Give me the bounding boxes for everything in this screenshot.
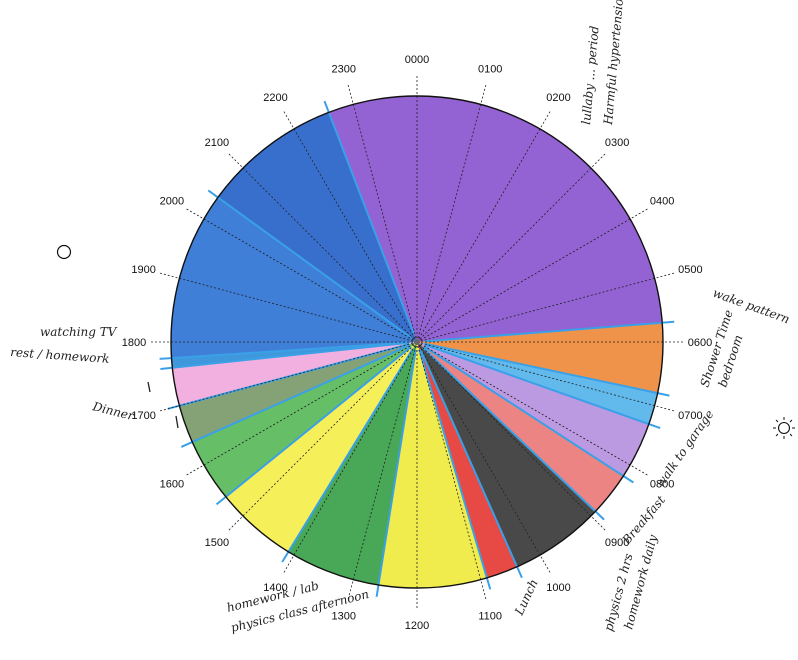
segment-boundary-line: [207, 189, 412, 339]
annotation-dinner: Dinner: [90, 399, 136, 423]
segment-boundary-line: [160, 341, 410, 370]
clock-segment: [417, 322, 663, 394]
hour-guide-line: [417, 82, 487, 339]
clock-segment: [192, 342, 417, 497]
clock-center: [414, 339, 420, 345]
hour-label: 1500: [205, 537, 229, 549]
annotation-rest: rest / homework: [10, 345, 110, 366]
hour-label: 1400: [263, 582, 287, 594]
clock-segment: [170, 197, 417, 359]
segment-boundary-line: [180, 344, 411, 448]
clock-outline: [170, 95, 664, 589]
hour-label: 2200: [263, 92, 287, 104]
annotation-lunch: Lunch: [512, 577, 541, 618]
segment-boundary-line: [215, 346, 412, 506]
hour-label: 0800: [650, 479, 674, 491]
segment-boundary-line: [159, 341, 410, 360]
hour-label: 0400: [650, 196, 674, 208]
hour-guide-line: [347, 82, 417, 339]
segment-boundary-line: [281, 348, 414, 563]
hour-label: 2000: [160, 196, 184, 208]
annotation-top-right-2: Harmful hypertension: [601, 0, 627, 126]
clock-segment: [417, 342, 518, 578]
segment-boundary-line: [424, 343, 661, 430]
annotation-text: Harmful hypertension: [601, 0, 627, 126]
hour-label: 0100: [478, 64, 502, 76]
clock-segment: [218, 112, 417, 342]
segment-boundary-line: [422, 346, 605, 521]
annotation-text: Lunch: [512, 577, 541, 618]
hour-guide-line: [420, 342, 677, 412]
annotation-text: watching TV: [40, 325, 118, 339]
hour-label: 1900: [131, 264, 155, 276]
segment-boundary-line: [418, 349, 492, 590]
segment-boundary-line: [323, 100, 416, 335]
hour-label: 0500: [678, 264, 702, 276]
segment-boundary-line: [424, 342, 670, 397]
annotation-tick: [147, 381, 151, 393]
hour-label: 1200: [405, 620, 429, 632]
clock-segment: [288, 342, 417, 585]
hour-label: 2300: [332, 64, 356, 76]
segment-boundary-line: [423, 345, 634, 484]
annotation-tv: watching TV: [40, 325, 118, 339]
hour-label: 0200: [546, 92, 570, 104]
hour-guide-line: [157, 342, 414, 412]
hour-guide-line: [420, 272, 677, 342]
hour-guide-line: [417, 345, 487, 602]
hour-guide-line: [347, 345, 417, 602]
clock-segment: [378, 342, 487, 589]
hour-label: 0000: [405, 54, 429, 66]
annotation-text: rest / homework: [10, 345, 110, 366]
annotation-text: lullaby ... period: [579, 25, 602, 125]
moon-icon: [56, 244, 72, 260]
sun-icon: [773, 417, 795, 439]
annotation-text: Dinner: [90, 399, 136, 423]
hour-label: 2100: [205, 137, 229, 149]
clock-segment: [417, 342, 596, 567]
annotation-text: Breakfast: [619, 493, 668, 548]
hour-label: 1600: [160, 479, 184, 491]
clock-segment: [225, 342, 417, 552]
annotation-breakfast: Breakfast: [619, 493, 668, 548]
hour-label: 1000: [546, 582, 570, 594]
hour-guide-line: [419, 344, 607, 532]
annotation-top-right: lullaby ... period: [579, 25, 602, 125]
hour-guide-line: [227, 344, 415, 532]
hour-label: 1700: [131, 410, 155, 422]
hour-label: 1100: [478, 610, 502, 622]
hour-guide-line: [419, 152, 607, 340]
hour-guide-line: [157, 272, 414, 342]
hour-labels: 0000 0100 0200 0300 0400 0500 0600 0700 0800 0900…: [122, 54, 712, 632]
hour-label: 0300: [605, 137, 629, 149]
clock-segment: [417, 342, 624, 512]
hour-guide-line: [227, 152, 415, 340]
hour-label: 0700: [678, 410, 702, 422]
segment-boundary-line: [375, 349, 417, 597]
hour-label: 0900: [605, 537, 629, 549]
clock-segment: [179, 342, 417, 443]
segment-boundary-line: [424, 320, 675, 343]
hour-label: 1300: [332, 610, 356, 622]
segment-boundary-line: [419, 348, 523, 579]
hour-guide-lines: [149, 74, 685, 610]
hour-label: 1800: [122, 337, 146, 349]
annotation-tick: [175, 415, 179, 429]
hour-label: 0600: [688, 337, 712, 349]
